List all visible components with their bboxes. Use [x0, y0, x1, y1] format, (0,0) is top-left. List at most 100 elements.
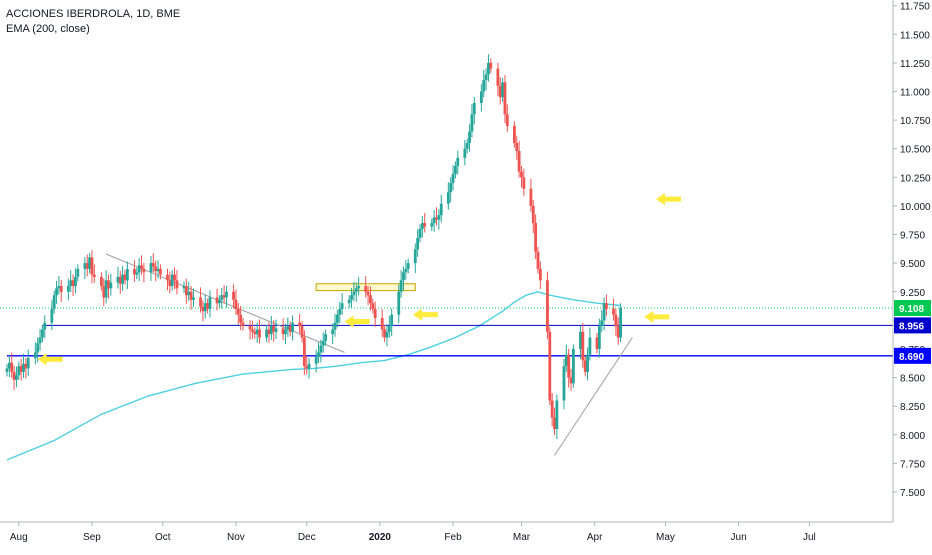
candle-body	[85, 263, 89, 269]
candle-body	[92, 274, 96, 277]
candle-body	[104, 280, 108, 298]
candle-body	[135, 272, 139, 275]
candle-body	[597, 326, 601, 349]
y-tick-label: 11.000	[900, 88, 930, 99]
candle-body	[505, 114, 509, 126]
candle-body	[581, 331, 585, 361]
y-tick-label: 9.750	[900, 231, 925, 242]
candle-body	[272, 326, 276, 332]
candle-body	[446, 192, 450, 204]
x-tick-label: Aug	[10, 532, 28, 543]
annotation-arrow-1	[37, 353, 63, 366]
y-tick-label: 10.500	[900, 145, 931, 156]
candle-body	[253, 331, 257, 335]
candle-body	[102, 286, 106, 298]
candle-body	[340, 303, 344, 309]
level-8.690-label: 8.690	[899, 352, 924, 363]
candle-body	[175, 280, 179, 289]
candle-body	[33, 352, 37, 359]
candle-body	[59, 286, 63, 292]
y-tick-label: 8.500	[900, 374, 925, 385]
candle-body	[251, 329, 254, 332]
candle-body	[534, 223, 538, 252]
candle-body	[107, 280, 110, 289]
candle-body	[255, 329, 259, 335]
candle-body	[300, 326, 304, 338]
candle-body	[26, 358, 30, 369]
y-tick-label: 11.500	[900, 30, 930, 41]
candle-body	[222, 295, 226, 298]
candle-body	[468, 131, 471, 144]
candle-body	[17, 366, 21, 376]
candle-body	[435, 217, 438, 220]
candle-body	[354, 288, 358, 292]
candle-body	[454, 165, 457, 174]
x-tick-label: Feb	[444, 532, 462, 543]
candle-body	[437, 215, 441, 220]
level-8.956-tag	[894, 317, 931, 334]
y-tick-label: 8.250	[900, 402, 925, 413]
candle-body	[595, 337, 599, 349]
x-tick-label: May	[656, 532, 675, 543]
candle-body	[319, 345, 323, 353]
x-tick-label: Apr	[587, 532, 603, 543]
x-tick-label: Mar	[513, 532, 531, 543]
candle-body	[430, 223, 434, 227]
candle-body	[281, 328, 285, 335]
x-tick-label: Oct	[155, 532, 171, 543]
candle-body	[347, 299, 351, 304]
candle-body	[420, 223, 424, 229]
candle-body	[307, 363, 311, 369]
candle-body	[517, 151, 521, 172]
candle-body	[484, 74, 488, 81]
candle-body	[236, 308, 240, 315]
candle-body	[215, 297, 219, 304]
candle-body	[399, 280, 403, 292]
chart-legend: ACCIONES IBERDROLA, 1D, BME EMA (200, cl…	[6, 7, 180, 37]
candle-body	[187, 291, 191, 296]
candle-body	[241, 322, 245, 327]
candle-body	[199, 297, 202, 307]
candle-body	[208, 297, 212, 309]
candle-body	[423, 223, 427, 227]
candle-body	[258, 329, 261, 338]
candle-body	[324, 334, 327, 341]
candle-body	[472, 102, 476, 115]
candle-body	[371, 303, 375, 309]
candle-body	[536, 251, 540, 269]
y-tick-label: 11.250	[900, 59, 930, 70]
candle-body	[602, 303, 606, 321]
candle-body	[531, 205, 535, 224]
candle-body	[314, 356, 318, 364]
candle-body	[225, 291, 228, 298]
y-tick-label: 11.750	[900, 2, 930, 13]
annotation-arrow-3	[412, 308, 438, 321]
y-tick-label: 9.500	[900, 259, 925, 270]
candle-body	[234, 299, 238, 309]
candle-body	[413, 249, 417, 264]
candle-body	[538, 268, 542, 281]
candle-body	[12, 371, 16, 380]
candle-body	[605, 303, 608, 309]
candle-body	[479, 91, 483, 103]
candle-body	[331, 329, 335, 335]
candle-body	[567, 354, 571, 378]
candle-body	[182, 286, 186, 289]
candle-body	[71, 280, 75, 287]
candle-body	[69, 280, 73, 287]
candle-body	[489, 62, 493, 69]
candle-body	[189, 291, 193, 300]
y-tick-label: 10.000	[900, 202, 931, 213]
candle-body	[520, 171, 523, 178]
candle-body	[291, 322, 294, 332]
candle-body	[274, 328, 278, 332]
candle-body	[496, 68, 500, 86]
candle-body	[390, 314, 394, 327]
y-tick-label: 7.500	[900, 488, 925, 499]
candle-body	[284, 329, 287, 335]
candle-body	[385, 331, 389, 338]
candle-body	[614, 314, 618, 327]
candle-body	[149, 263, 153, 273]
trendline-2	[554, 337, 633, 456]
